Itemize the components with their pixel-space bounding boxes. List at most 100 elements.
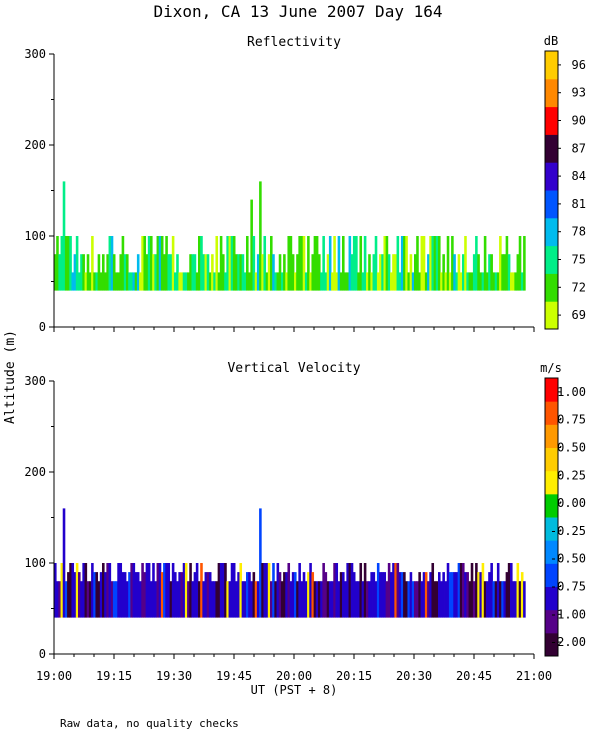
- echo-column: [510, 272, 513, 291]
- echo-column: [490, 563, 493, 618]
- echo-column: [248, 572, 251, 618]
- reflectivity-colorbar-unit: dB: [544, 34, 558, 48]
- echo-column: [62, 181, 66, 291]
- echo-column: [448, 272, 452, 291]
- echo-column: [235, 581, 238, 618]
- echo-column: [130, 272, 133, 291]
- echo-column: [228, 581, 232, 618]
- colorbar-frame: [544, 50, 559, 330]
- echo-column: [505, 236, 509, 291]
- echo-column: [407, 581, 411, 618]
- echo-column: [176, 581, 179, 618]
- reflectivity-title: Reflectivity: [247, 35, 341, 50]
- echo-column: [276, 563, 280, 618]
- echo-column: [488, 572, 491, 618]
- echo-column: [379, 254, 382, 291]
- footnote: Raw data, no quality checks: [60, 717, 239, 730]
- echo-column: [263, 236, 267, 291]
- echo-column: [507, 563, 511, 618]
- echo-column: [499, 581, 502, 618]
- echo-column: [280, 272, 284, 291]
- echo-column: [224, 563, 227, 618]
- echo-column: [112, 581, 116, 618]
- echo-column: [152, 254, 155, 291]
- echo-column: [56, 236, 59, 291]
- echo-column: [147, 563, 151, 618]
- echo-column: [459, 563, 463, 618]
- echo-column: [294, 272, 297, 291]
- velocity-panel: Vertical Velocity 0 100 200 300 m/s -2.00 -1…: [24, 361, 586, 661]
- echo-column: [134, 272, 138, 291]
- echo-column: [132, 272, 136, 291]
- echo-column: [112, 254, 116, 291]
- echo-column: [411, 581, 415, 618]
- echo-column: [215, 581, 219, 618]
- reflectivity-y-ticks: 0 100 200 300: [24, 47, 54, 334]
- echo-column: [243, 581, 247, 618]
- echo-column: [156, 563, 160, 618]
- echo-column: [265, 272, 269, 291]
- echo-column: [180, 272, 184, 291]
- echo-column: [315, 236, 319, 291]
- echo-column: [139, 272, 142, 291]
- echo-column: [302, 572, 306, 618]
- echo-column: [457, 254, 461, 291]
- echo-column: [512, 581, 515, 618]
- echo-column: [110, 236, 114, 291]
- colorbar-label: 84: [572, 169, 586, 183]
- colorbar-swatch: [545, 190, 558, 219]
- echo-column: [184, 563, 188, 618]
- echo-column: [73, 572, 77, 618]
- echo-column: [468, 581, 472, 618]
- echo-column: [130, 563, 133, 618]
- echo-column: [91, 236, 94, 291]
- echo-column: [158, 563, 162, 618]
- echo-column: [514, 581, 517, 618]
- echo-column: [69, 236, 72, 291]
- echo-column: [368, 254, 371, 291]
- echo-column: [446, 236, 450, 291]
- echo-column: [431, 236, 435, 291]
- echo-column: [514, 272, 517, 291]
- echo-column: [84, 563, 88, 618]
- echo-column: [462, 563, 465, 618]
- echo-column: [309, 272, 312, 291]
- echo-column: [267, 563, 271, 618]
- echo-column: [300, 581, 304, 618]
- echo-column: [147, 236, 151, 291]
- echo-column: [451, 572, 454, 618]
- echo-column: [492, 272, 496, 291]
- echo-column: [119, 563, 123, 618]
- echo-column: [516, 563, 520, 618]
- colorbar-swatch: [545, 106, 558, 135]
- echo-column: [93, 572, 96, 618]
- echo-column: [108, 563, 112, 618]
- echo-column: [335, 563, 339, 618]
- echo-column: [390, 572, 393, 618]
- echo-column: [366, 272, 369, 291]
- echo-column: [154, 581, 157, 618]
- echo-column: [115, 581, 118, 618]
- echo-column: [503, 254, 507, 291]
- echo-column: [123, 572, 127, 618]
- echo-column: [237, 254, 240, 291]
- echo-column: [84, 272, 88, 291]
- echo-column: [370, 272, 373, 291]
- echo-column: [246, 572, 249, 618]
- echo-column: [287, 563, 291, 618]
- echo-column: [403, 572, 406, 618]
- echo-column: [180, 572, 184, 618]
- echo-column: [296, 581, 299, 618]
- echo-column: [376, 272, 380, 291]
- echo-column: [97, 254, 101, 291]
- echo-column: [320, 272, 323, 291]
- echo-column: [184, 272, 188, 291]
- echo-column: [414, 581, 417, 618]
- colorbar-swatch: [545, 470, 558, 495]
- echo-column: [261, 254, 264, 291]
- echo-column: [71, 272, 75, 291]
- echo-column: [405, 236, 408, 291]
- echo-column: [433, 236, 437, 291]
- echo-column: [187, 272, 190, 291]
- echo-column: [93, 272, 96, 291]
